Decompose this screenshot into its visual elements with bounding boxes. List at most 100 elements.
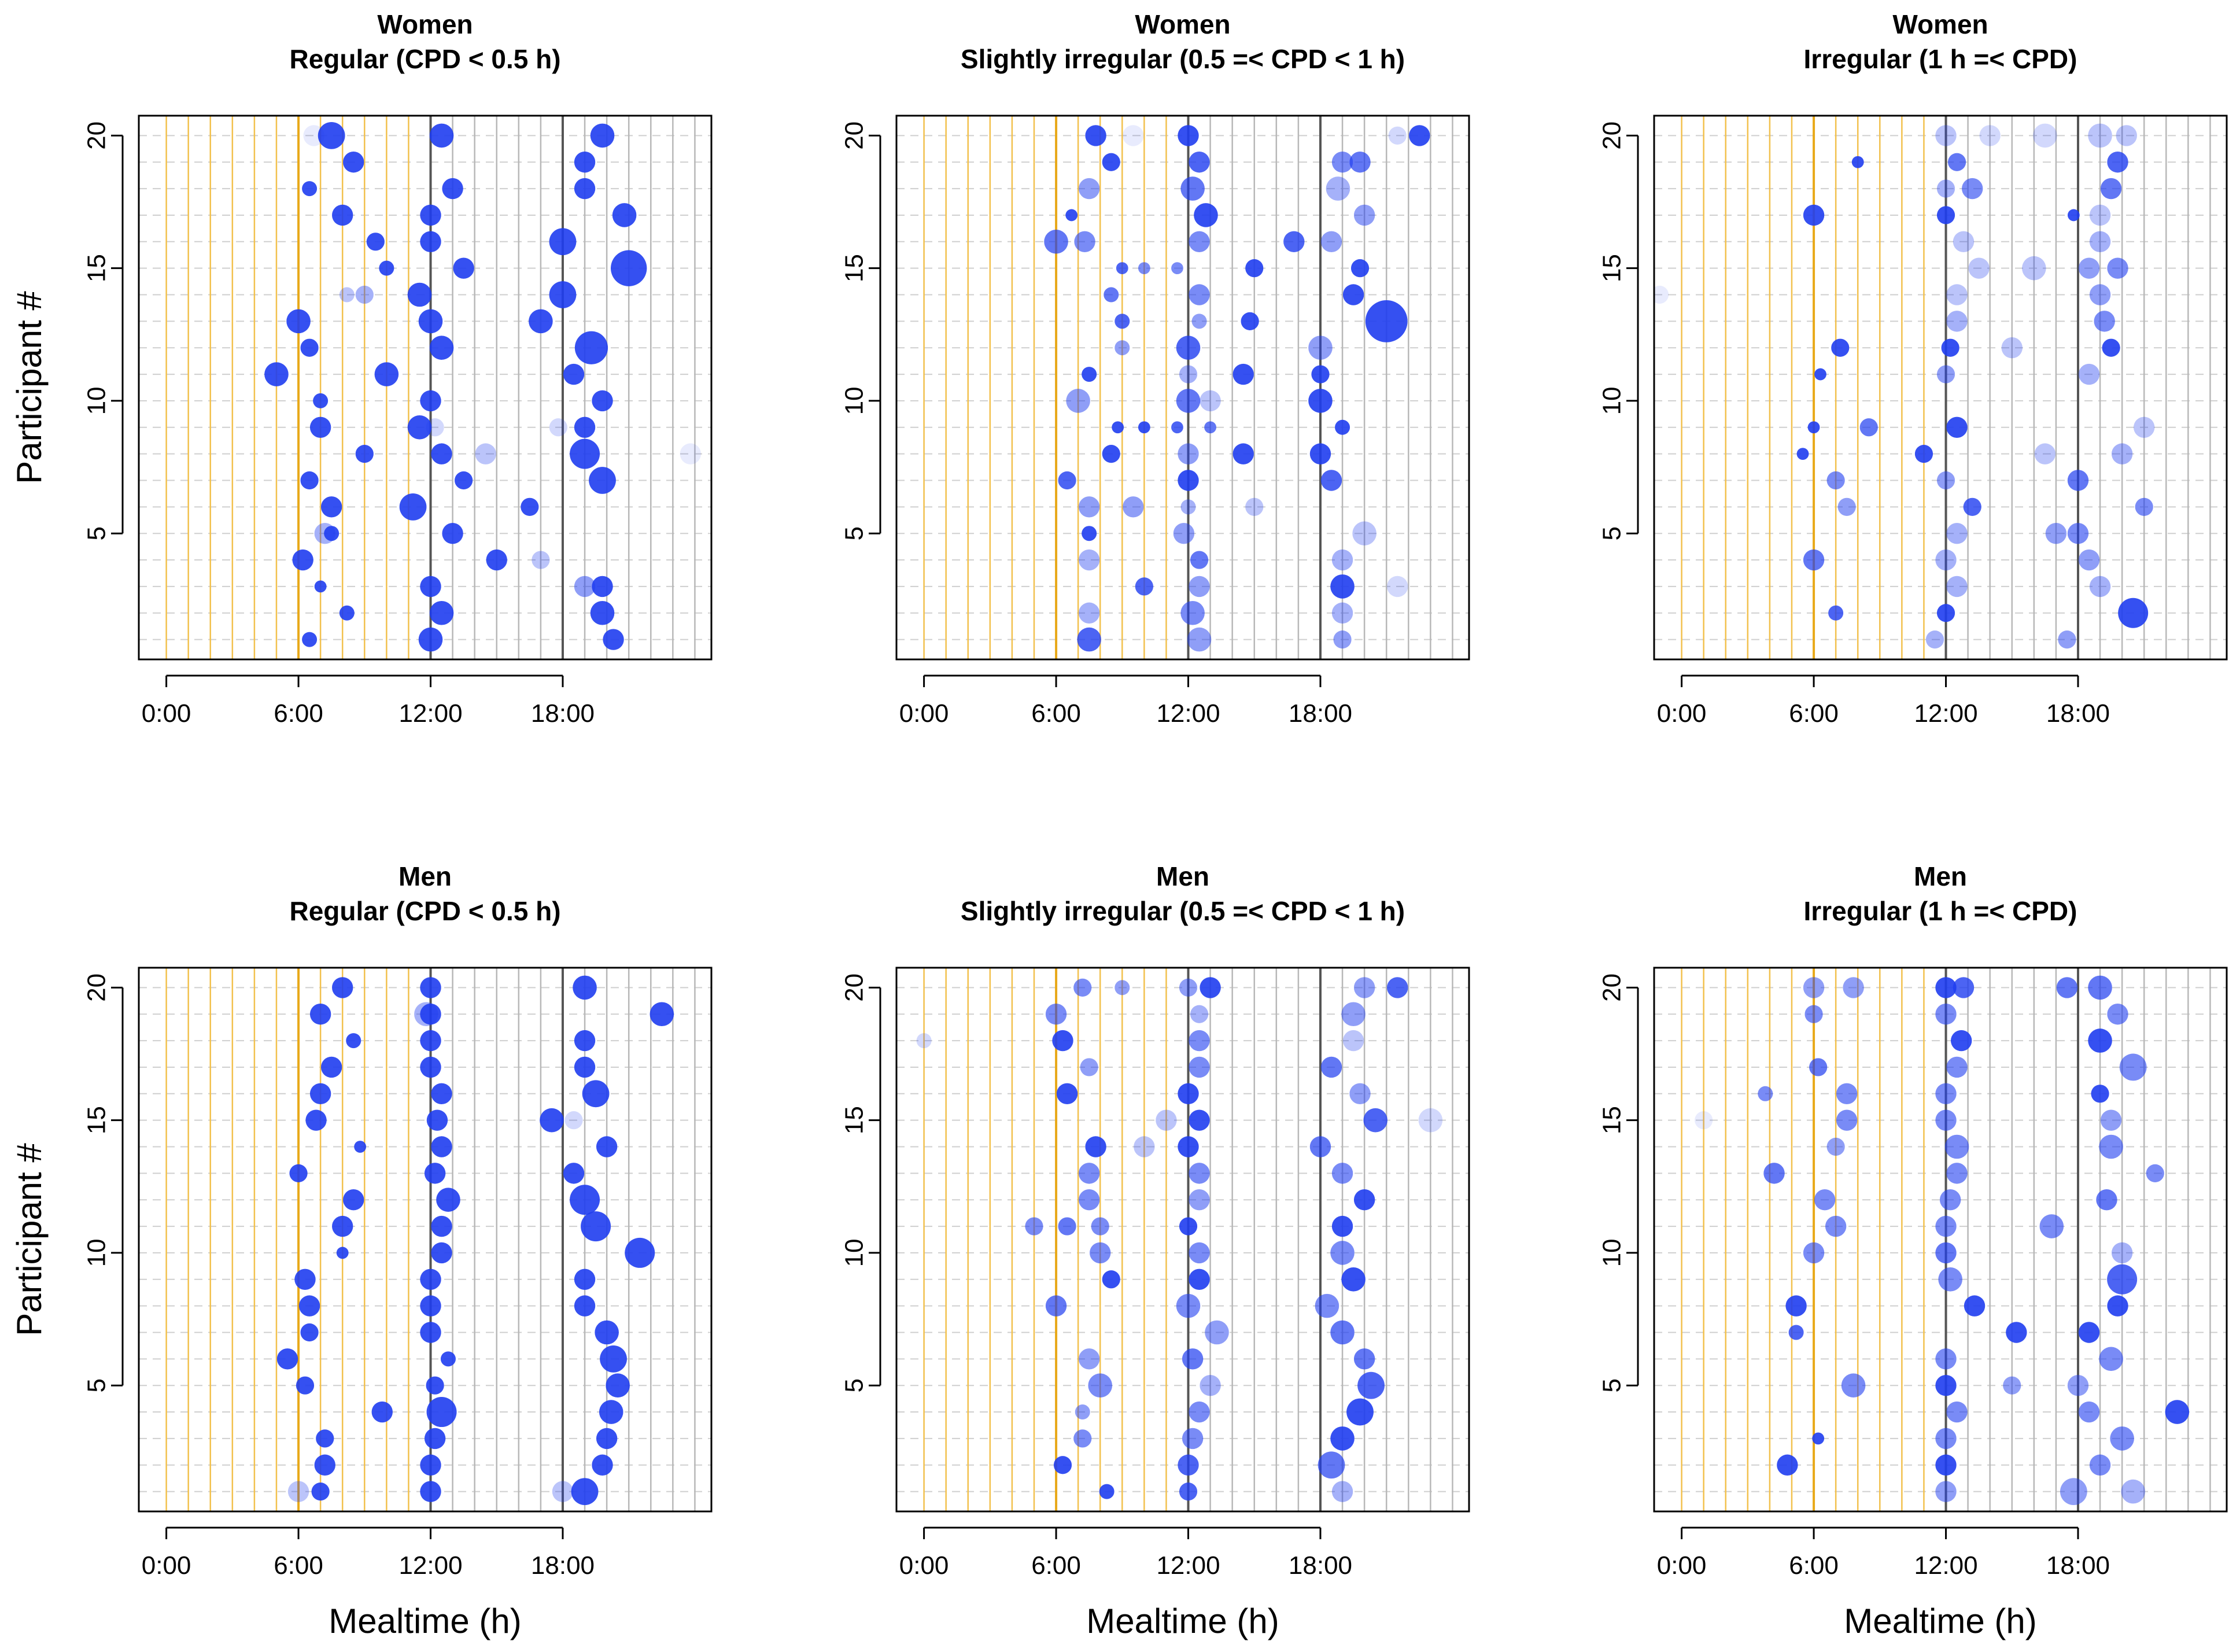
data-point <box>1332 1163 1353 1183</box>
data-point <box>1187 628 1212 652</box>
data-point <box>574 1269 595 1290</box>
plot-area <box>1654 968 2227 1511</box>
data-point <box>1058 471 1076 489</box>
data-point <box>1860 418 1878 436</box>
y-tick-label: 10 <box>83 1238 111 1267</box>
data-point <box>1189 576 1209 597</box>
data-point <box>2058 630 2076 648</box>
y-tick-label: 5 <box>83 1378 111 1392</box>
panel-title: Men <box>1914 861 1967 891</box>
data-point <box>1115 314 1130 329</box>
data-point <box>302 632 317 647</box>
data-point <box>1190 1005 1208 1023</box>
data-point <box>1321 470 1342 491</box>
y-axis: 5 10 15 20 <box>1598 974 1638 1393</box>
data-point <box>1326 176 1350 201</box>
plot-area <box>896 116 1469 659</box>
data-point <box>2022 256 2046 281</box>
x-tick-label: 6:00 <box>1789 1551 1839 1580</box>
data-point <box>1189 1057 1209 1078</box>
x-axis: 0:00 6:00 12:00 18:00 <box>899 1528 1352 1580</box>
data-point <box>2079 257 2099 278</box>
data-point <box>680 443 701 464</box>
data-point <box>1945 1135 1969 1159</box>
y-tick-label: 20 <box>1598 974 1626 1002</box>
x-tick-label: 18:00 <box>1289 699 1352 728</box>
data-point <box>1349 1083 1370 1104</box>
data-point <box>1245 498 1263 516</box>
data-point <box>1245 259 1263 277</box>
data-point <box>575 331 608 364</box>
data-point <box>1940 1189 1961 1210</box>
data-point <box>1332 1216 1353 1237</box>
data-point <box>650 1002 674 1026</box>
data-point <box>549 228 577 255</box>
data-point <box>1803 977 1824 998</box>
data-point <box>2146 1164 2164 1182</box>
data-point <box>1357 1372 1385 1399</box>
data-point <box>419 628 443 652</box>
data-point <box>1330 574 1355 599</box>
data-point <box>1836 1083 1857 1104</box>
panel-title: Women <box>1135 9 1230 39</box>
data-point <box>1178 470 1198 491</box>
panel-subtitle: Irregular (1 h =< CPD) <box>1804 44 2077 74</box>
data-point <box>430 124 454 148</box>
data-point <box>2090 231 2110 252</box>
data-point <box>1321 231 1342 252</box>
data-point <box>1354 1348 1375 1369</box>
data-point <box>1389 127 1407 145</box>
x-tick-label: 18:00 <box>2046 1551 2110 1580</box>
data-point <box>441 1351 456 1366</box>
data-point <box>332 1216 353 1237</box>
panel-2: WomenIrregular (1 h =< CPD)0:00 6:00 12:00… <box>1598 9 2227 728</box>
data-point <box>1085 125 1106 146</box>
data-point <box>2079 1402 2099 1422</box>
data-point <box>1964 498 1981 516</box>
data-point <box>1825 1216 1846 1237</box>
data-point <box>606 1373 630 1397</box>
data-point <box>1763 1163 1784 1183</box>
plot-area <box>1651 116 2227 659</box>
data-point <box>1363 1108 1387 1133</box>
data-point <box>2057 977 2077 998</box>
x-tick-label: 18:00 <box>1289 1551 1352 1580</box>
data-point <box>2134 417 2154 438</box>
data-point <box>1171 421 1183 433</box>
data-point <box>1082 526 1097 541</box>
data-point <box>595 1321 619 1345</box>
data-point <box>1075 1404 1090 1419</box>
y-tick-label: 10 <box>1598 1238 1626 1267</box>
data-point <box>277 1348 298 1369</box>
data-point <box>436 1188 460 1212</box>
data-point <box>442 178 463 199</box>
data-point <box>1937 604 1955 622</box>
data-point <box>1935 1242 1956 1263</box>
data-point <box>339 606 355 621</box>
y-axis: 5 10 15 20 <box>83 974 123 1393</box>
data-point <box>521 498 538 516</box>
data-point <box>1935 1216 1956 1237</box>
data-point <box>1332 1481 1353 1502</box>
y-tick-label: 20 <box>840 121 869 150</box>
data-point <box>1176 1294 1201 1318</box>
data-point <box>574 178 595 199</box>
data-point <box>581 1211 611 1241</box>
data-point <box>346 1033 361 1048</box>
data-point <box>1330 1241 1355 1265</box>
data-point <box>1310 1136 1331 1157</box>
data-point <box>1946 1057 1967 1078</box>
data-point <box>1054 1456 1072 1474</box>
data-point <box>1179 1217 1197 1235</box>
x-tick-label: 12:00 <box>1914 699 1977 728</box>
panel-subtitle: Slightly irregular (0.5 =< CPD < 1 h) <box>961 44 1405 74</box>
data-point <box>529 309 553 334</box>
data-point <box>1354 205 1375 226</box>
data-point <box>1343 1030 1364 1051</box>
data-point <box>1178 125 1198 146</box>
data-point <box>2107 152 2128 172</box>
data-point <box>1935 1375 1956 1396</box>
data-point <box>1173 523 1194 544</box>
data-point <box>1052 1030 1073 1051</box>
